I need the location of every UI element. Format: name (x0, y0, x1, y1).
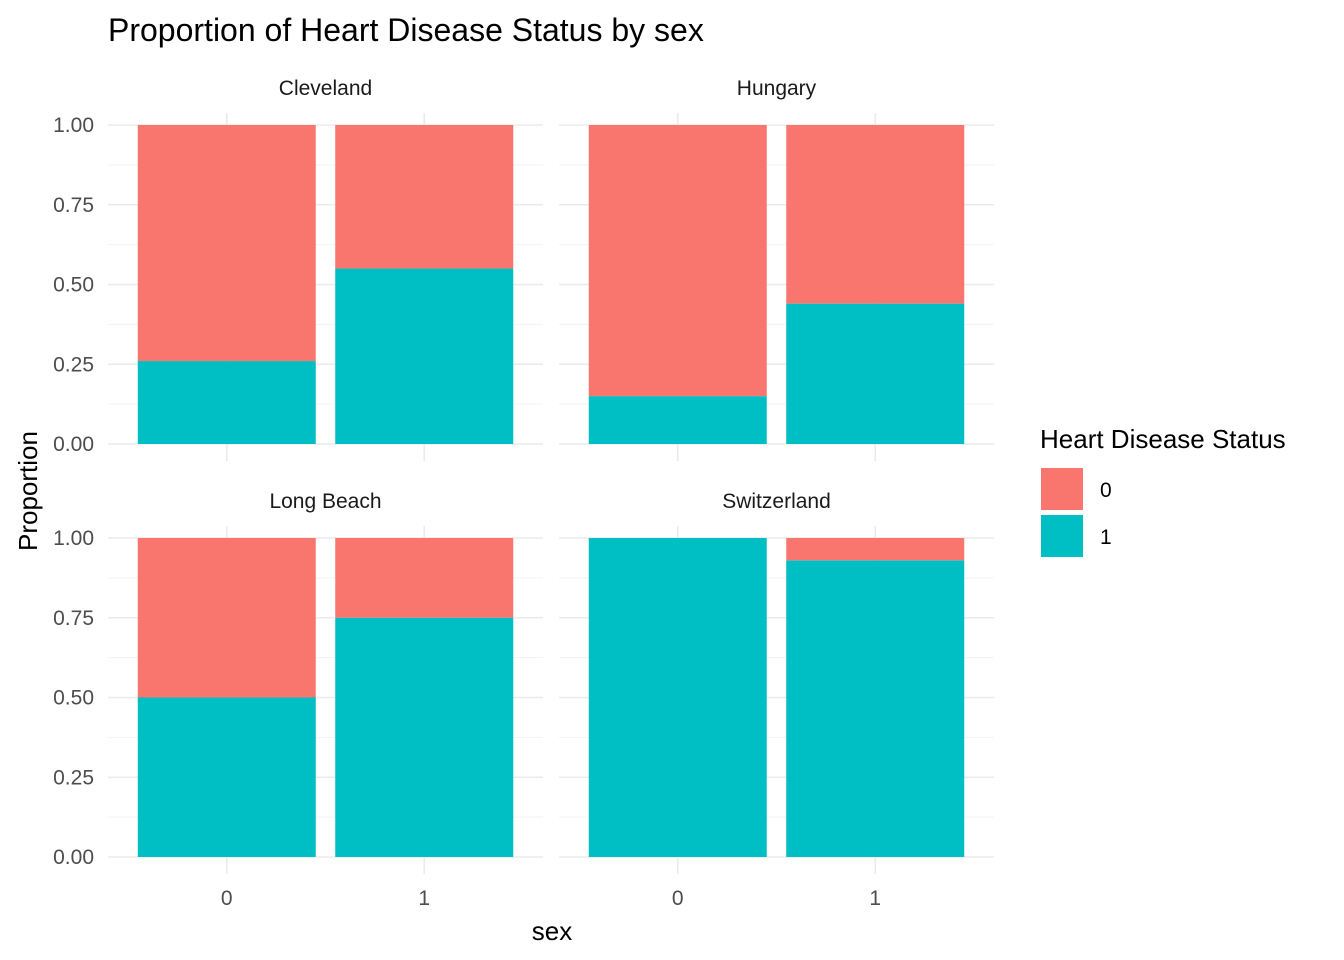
bar-hungary-sex-0-status-1 (588, 396, 767, 444)
y-tick-label: 0.50 (53, 274, 94, 297)
bar-switzerland-sex-1-status-0 (786, 538, 965, 561)
x-tick-label: 0 (221, 887, 233, 910)
legend-label-0: 0 (1100, 479, 1112, 502)
facet-panel-switzerland: Switzerland 0 1 (559, 490, 994, 910)
y-tick-label: 0.00 (53, 433, 94, 456)
x-axis-title: sex (532, 916, 572, 946)
facet-panel-cleveland: Cleveland 0.00 0.25 0.50 0.75 1.00 (53, 77, 543, 461)
x-tick-label: 1 (418, 887, 430, 910)
facet-label-switzerland: Switzerland (722, 490, 831, 513)
bar-cleveland-sex-0-status-1 (137, 361, 316, 444)
bar-hungary-sex-1-status-0 (786, 125, 965, 304)
legend-items: 01 (1041, 468, 1112, 557)
bar-long-beach-sex-0-status-1 (137, 697, 316, 857)
legend-label-1: 1 (1100, 526, 1112, 549)
y-tick-label: 0.25 (53, 353, 94, 376)
bar-hungary-sex-1-status-1 (786, 303, 965, 444)
facet-label-hungary: Hungary (737, 77, 817, 100)
y-axis-title: Proportion (13, 431, 43, 551)
bar-long-beach-sex-1-status-0 (335, 538, 514, 618)
y-tick-label: 0.75 (53, 194, 94, 217)
facet-label-cleveland: Cleveland (279, 77, 372, 100)
chart-title: Proportion of Heart Disease Status by se… (108, 12, 704, 48)
bar-long-beach-sex-1-status-1 (335, 617, 514, 857)
bar-switzerland-sex-1-status-1 (786, 560, 965, 857)
facet-panels: Cleveland 0.00 0.25 0.50 0.75 1.00 Hungary Long… (53, 77, 994, 910)
legend-title: Heart Disease Status (1040, 424, 1286, 454)
y-tick-label: 1.00 (53, 527, 94, 550)
x-tick-label: 1 (869, 887, 881, 910)
legend-key-1 (1041, 515, 1083, 557)
y-tick-label: 0.75 (53, 607, 94, 630)
bar-switzerland-sex-0-status-1 (588, 538, 767, 857)
y-tick-label: 0.25 (53, 766, 94, 789)
y-tick-label: 1.00 (53, 114, 94, 137)
y-tick-label: 0.00 (53, 846, 94, 869)
legend: Heart Disease Status 01 (1040, 424, 1286, 557)
legend-key-0 (1041, 468, 1083, 510)
facet-panel-hungary: Hungary (559, 77, 994, 461)
facet-label-long-beach: Long Beach (269, 490, 381, 513)
bar-cleveland-sex-1-status-1 (335, 268, 514, 444)
x-tick-label: 0 (672, 887, 684, 910)
facet-panel-long-beach: Long Beach 0.00 0.25 0.50 0.75 1.00 0 1 (53, 490, 543, 910)
bar-hungary-sex-0-status-0 (588, 125, 767, 397)
y-tick-label: 0.50 (53, 687, 94, 710)
bar-cleveland-sex-0-status-0 (137, 125, 316, 362)
bar-long-beach-sex-0-status-0 (137, 538, 316, 698)
bar-cleveland-sex-1-status-0 (335, 125, 514, 269)
